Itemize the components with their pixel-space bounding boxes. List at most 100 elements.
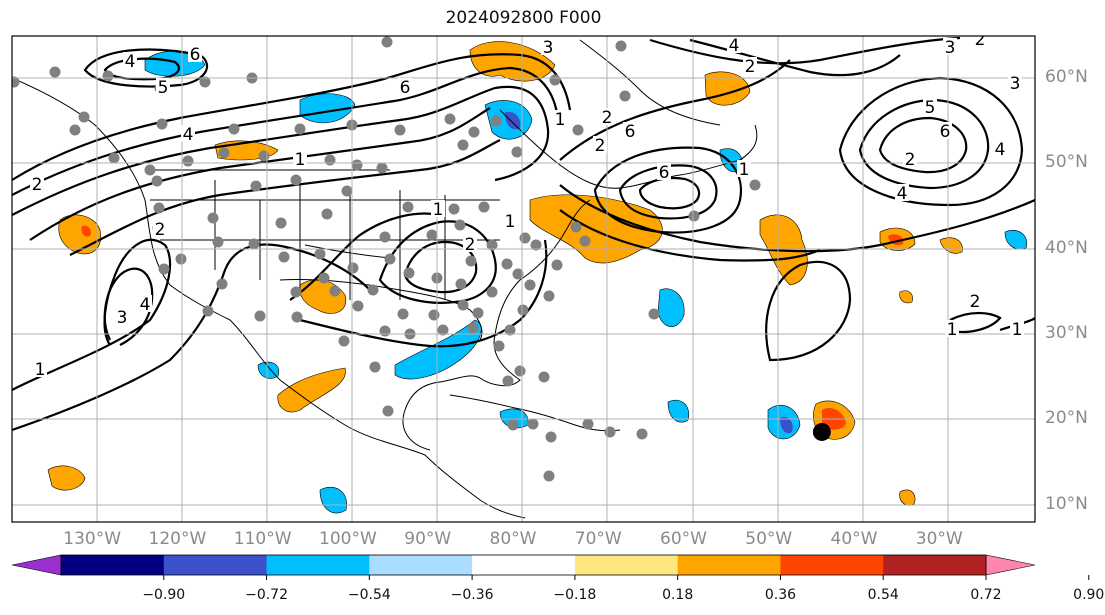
station-dot — [78, 111, 90, 123]
station-dot — [493, 340, 505, 352]
storm-center-marker — [812, 422, 831, 441]
station-dot — [582, 418, 594, 430]
station-dot — [517, 304, 529, 316]
longitude-label: 70°W — [574, 529, 622, 549]
positive-anomaly-region — [277, 367, 346, 413]
station-dot — [457, 299, 469, 311]
contour-label-bg — [33, 360, 47, 377]
contour-label-bg — [541, 38, 555, 55]
longitude-label: 30°W — [915, 529, 963, 549]
contour-label-bg — [943, 38, 957, 55]
contour-label-bg — [727, 36, 741, 53]
contour-label: 3 — [1010, 74, 1021, 94]
contour-label: 4 — [897, 184, 908, 204]
station-dot — [212, 236, 224, 248]
contour-label-bg — [1008, 74, 1022, 91]
coastlines — [12, 39, 758, 519]
colorbar-tick-label: −0.54 — [347, 587, 391, 603]
station-dot — [545, 431, 557, 443]
contour-label: 4 — [183, 125, 194, 145]
station-dot — [524, 279, 536, 291]
station-dot — [218, 147, 230, 159]
positive-anomaly-region — [47, 465, 86, 491]
positive-anomaly-region — [299, 279, 347, 314]
contour-label-bg — [398, 78, 412, 95]
positive-anomaly-region — [899, 489, 916, 506]
contour-label-bg — [993, 140, 1007, 157]
contour-label-bg — [115, 308, 129, 325]
contour-label-bg — [903, 150, 917, 167]
station-dot — [514, 365, 526, 377]
contour-label: 2 — [595, 136, 606, 156]
station-dot — [314, 248, 326, 260]
contour-label: 2 — [745, 57, 756, 77]
contour-label-bg — [188, 45, 202, 62]
station-dot — [570, 221, 582, 233]
contour-label: 2 — [905, 150, 916, 170]
contour-label-bg — [156, 78, 170, 95]
contour-label: 2 — [970, 292, 981, 312]
contour-label: 4 — [995, 140, 1006, 160]
contour-label: 4 — [729, 36, 740, 56]
station-dot — [579, 235, 591, 247]
station-dot — [102, 70, 114, 82]
station-dot — [254, 310, 266, 322]
colorbar-high-extension — [985, 554, 1036, 576]
colorbar-tick-label: −0.72 — [245, 587, 288, 603]
contour-label-bg — [1010, 320, 1024, 337]
contour-label-bg — [623, 122, 637, 139]
station-dot — [512, 268, 524, 280]
colorbar-tick-label: −0.90 — [142, 587, 186, 603]
colorbar-tick-label: −0.18 — [553, 587, 597, 603]
colorbar-cell — [266, 555, 370, 575]
station-dot — [318, 272, 330, 284]
station-dot — [153, 202, 165, 214]
contour-label: 3 — [543, 38, 554, 58]
contour-label-bg — [973, 36, 987, 47]
station-dot — [455, 278, 467, 290]
station-dot — [527, 418, 539, 430]
station-dot — [49, 66, 61, 78]
negative-anomaly-region — [1004, 229, 1028, 250]
station-dot — [352, 300, 364, 312]
station-dot — [321, 208, 333, 220]
station-dot — [486, 286, 498, 298]
latitude-label: 50°N — [1045, 152, 1088, 173]
longitude-label: 110°W — [233, 529, 292, 549]
station-dot — [275, 217, 287, 229]
colorbar-tick-label: 0.90 — [1073, 587, 1105, 603]
contour-label: 3 — [945, 38, 956, 58]
colorbar — [11, 554, 1090, 580]
contour-label: 4 — [140, 295, 151, 315]
negative-anomaly-region — [299, 93, 356, 124]
contour-label: 5 — [158, 78, 169, 98]
station-dot — [216, 278, 228, 290]
station-dot — [329, 285, 341, 297]
station-dot — [379, 231, 391, 243]
station-dot — [207, 212, 219, 224]
contour-lines — [12, 36, 1035, 432]
station-dot — [502, 375, 514, 387]
contour-label: 3 — [117, 308, 128, 328]
longitude-label: 100°W — [319, 529, 377, 549]
contour-label: 6 — [400, 78, 411, 98]
contour-label: 2 — [32, 175, 43, 195]
station-dot — [619, 90, 631, 102]
latitude-label: 30°N — [1045, 322, 1088, 343]
station-dot — [551, 259, 563, 271]
contour-label: 1 — [739, 160, 750, 180]
colorbar-cell — [574, 555, 679, 575]
colorbar-low-extension — [11, 554, 62, 576]
station-dot — [604, 426, 616, 438]
graticule — [12, 36, 1035, 522]
station-dot — [278, 251, 290, 263]
longitude-label: 40°W — [830, 529, 878, 549]
station-dot — [648, 308, 660, 320]
contour-label: 2 — [602, 108, 613, 128]
station-dot — [199, 76, 211, 88]
station-dot — [615, 40, 627, 52]
contour-label-bg — [657, 163, 671, 180]
contour-label: 2 — [155, 220, 166, 240]
station-dot — [444, 113, 456, 125]
map-title: 2024092800 F000 — [445, 8, 602, 28]
